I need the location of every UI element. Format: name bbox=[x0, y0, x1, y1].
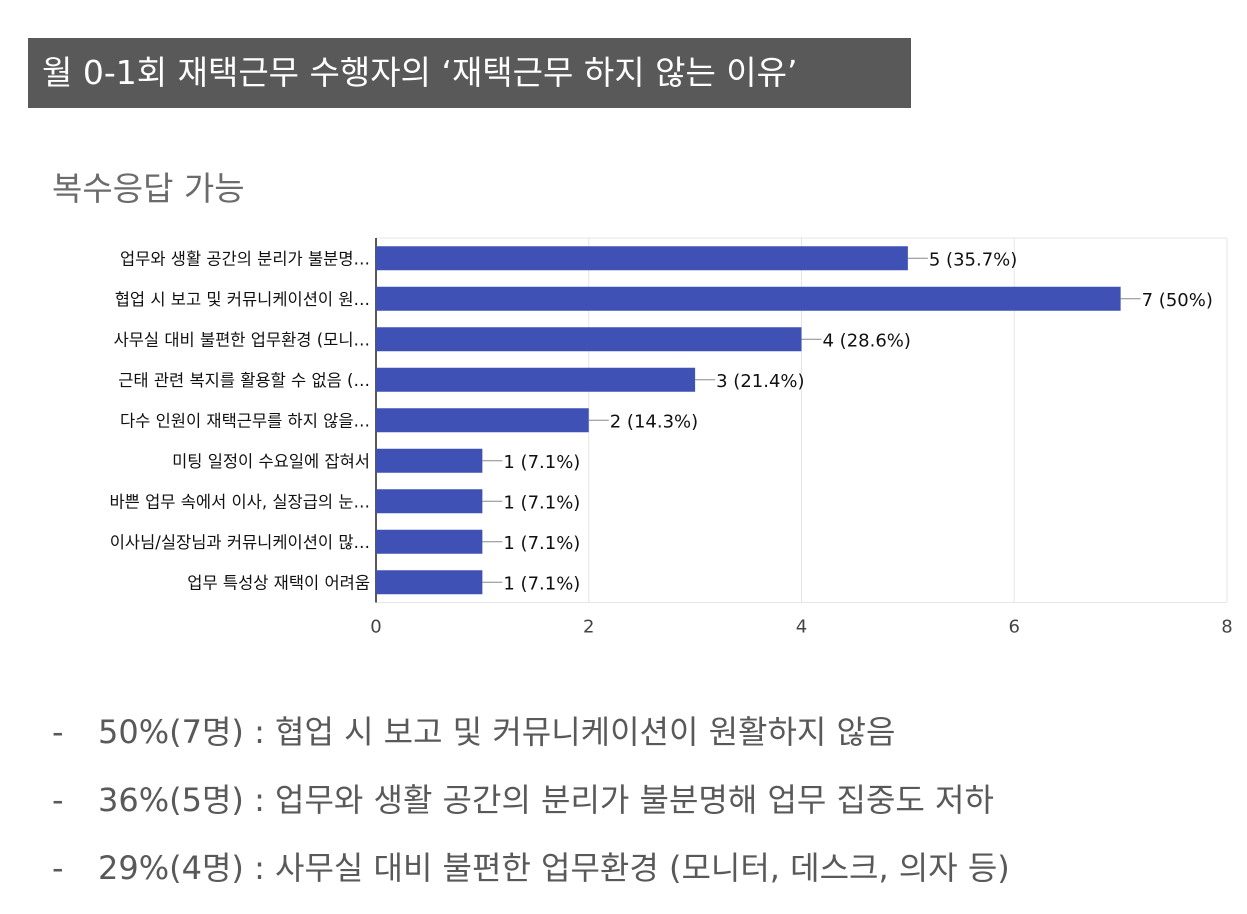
data-label: 4 (28.6%) bbox=[823, 330, 911, 351]
bar bbox=[376, 246, 908, 271]
category-label: 협업 시 보고 및 커뮤니케이션이 원… bbox=[115, 290, 370, 309]
category-label: 미팅 일정이 수요일에 잡혀서 bbox=[172, 452, 370, 471]
bar bbox=[376, 327, 802, 352]
category-label: 사무실 대비 불편한 업무환경 (모니… bbox=[114, 330, 370, 349]
summary-note: -29%(4명) : 사무실 대비 불편한 업무환경 (모니터, 데스크, 의자… bbox=[52, 846, 1010, 890]
bar bbox=[376, 408, 589, 433]
bar bbox=[376, 367, 696, 392]
data-label: 5 (35.7%) bbox=[929, 249, 1017, 270]
note-text: 50%(7명) : 협업 시 보고 및 커뮤니케이션이 원활하지 않음 bbox=[98, 713, 896, 751]
data-label: 3 (21.4%) bbox=[716, 371, 804, 392]
summary-note: -36%(5명) : 업무와 생활 공간의 분리가 불분명해 업무 집중도 저하 bbox=[52, 778, 994, 822]
category-label: 다수 인원이 재택근무를 하지 않을… bbox=[120, 411, 370, 430]
category-label: 바쁜 업무 속에서 이사, 실장급의 눈… bbox=[110, 492, 371, 511]
bar bbox=[376, 529, 483, 554]
x-axis-ticks: 0 2 4 6 8 bbox=[370, 617, 1232, 638]
chart-subtitle: 복수응답 가능 bbox=[52, 169, 245, 208]
bars: 5 (35.7%) 7 (50%) 4 (28.6%) 3 (21.4%) 2 (14.… bbox=[376, 246, 1213, 595]
note-text: 29%(4명) : 사무실 대비 불편한 업무환경 (모니터, 데스크, 의자 … bbox=[98, 849, 1010, 887]
summary-note: -50%(7명) : 협업 시 보고 및 커뮤니케이션이 원활하지 않음 bbox=[52, 710, 895, 754]
bar bbox=[376, 448, 483, 473]
category-label: 이사님/실장님과 커뮤니케이션이 많… bbox=[110, 533, 370, 552]
note-dash: - bbox=[52, 713, 64, 751]
data-label: 1 (7.1%) bbox=[503, 573, 580, 594]
data-label: 1 (7.1%) bbox=[503, 452, 580, 473]
bar bbox=[376, 286, 1121, 311]
x-tick-label: 0 bbox=[370, 617, 381, 638]
data-label: 1 (7.1%) bbox=[503, 533, 580, 554]
data-label: 2 (14.3%) bbox=[610, 411, 698, 432]
x-tick-label: 8 bbox=[1221, 617, 1232, 638]
x-tick-label: 4 bbox=[796, 617, 807, 638]
x-tick-label: 2 bbox=[583, 617, 594, 638]
bar bbox=[376, 570, 483, 595]
data-label: 1 (7.1%) bbox=[503, 492, 580, 513]
bar bbox=[376, 489, 483, 514]
data-label: 7 (50%) bbox=[1142, 290, 1213, 311]
page-title: 월 0-1회 재택근무 수행자의 ‘재택근무 하지 않는 이유’ bbox=[28, 38, 911, 108]
category-label: 업무와 생활 공간의 분리가 불분명… bbox=[120, 249, 370, 268]
bar-chart: 5 (35.7%) 7 (50%) 4 (28.6%) 3 (21.4%) 2 (14.… bbox=[110, 237, 1233, 638]
x-tick-label: 6 bbox=[1009, 617, 1020, 638]
note-dash: - bbox=[52, 781, 64, 819]
category-labels: 업무와 생활 공간의 분리가 불분명… 협업 시 보고 및 커뮤니케이션이 원… 사… bbox=[110, 249, 371, 592]
note-text: 36%(5명) : 업무와 생활 공간의 분리가 불분명해 업무 집중도 저하 bbox=[98, 781, 994, 819]
note-dash: - bbox=[52, 849, 64, 887]
category-label: 근태 관련 복지를 활용할 수 없음 (… bbox=[118, 371, 370, 390]
category-label: 업무 특성상 재택이 어려움 bbox=[187, 573, 370, 592]
